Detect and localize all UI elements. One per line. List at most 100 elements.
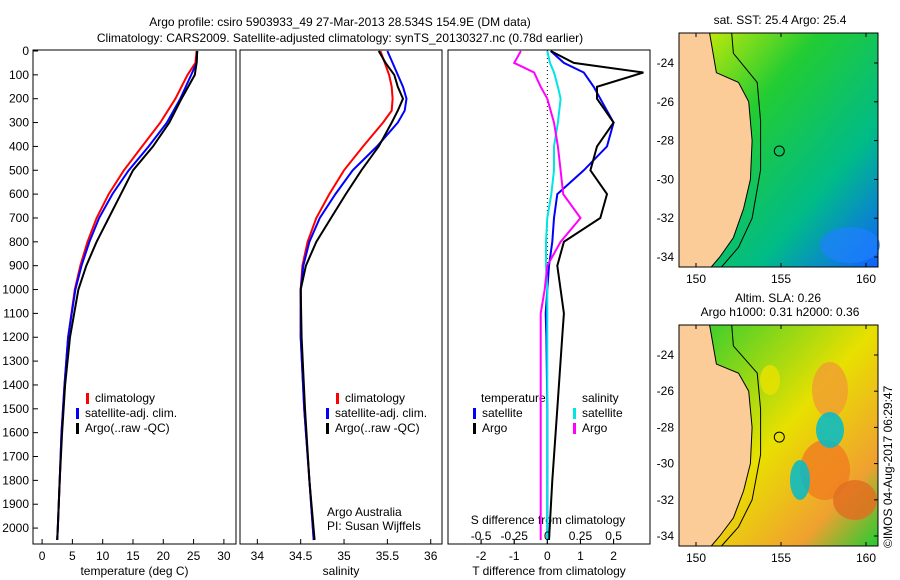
lat-tick-label: -30 xyxy=(657,457,675,471)
x-tick-label: 35.5 xyxy=(376,549,400,563)
argo-float-marker xyxy=(773,145,785,157)
x-tick-label: 1 xyxy=(577,549,584,563)
x-tick-label: 0 xyxy=(39,549,46,563)
plot-frame xyxy=(239,49,443,545)
x-tick-label: 10 xyxy=(96,549,110,563)
annotation-pi: PI: Susan Wijffels xyxy=(327,519,421,533)
temp-legend: climatology satellite-adj. clim. Argo(..… xyxy=(76,391,177,435)
y-tick-label: 200 xyxy=(9,92,29,106)
legend-swatch-t-argo xyxy=(473,423,476,434)
x-tick-label: 0 xyxy=(544,549,551,563)
legend-swatch-argo xyxy=(76,423,79,434)
x-tick-label: 20 xyxy=(157,549,171,563)
sla-anomaly-blob xyxy=(812,362,848,418)
x-tick-label: 2 xyxy=(610,549,617,563)
lat-tick-label: -26 xyxy=(657,384,675,398)
y-tick-label: 1500 xyxy=(2,402,29,416)
legend-clim: climatology xyxy=(345,391,405,405)
isobath-line xyxy=(721,324,762,547)
legend-t-sat: satellite xyxy=(482,406,523,420)
legend-clim: climatology xyxy=(95,391,155,405)
title-line2: Climatology: CARS2009. Satellite-adjuste… xyxy=(97,31,583,45)
y-tick-label: 100 xyxy=(9,68,29,82)
legend-s-argo: Argo xyxy=(582,421,608,435)
s-tick-label: -0.5 xyxy=(471,529,492,543)
x-tick-label: -2 xyxy=(476,549,487,563)
lon-tick-label: 155 xyxy=(771,272,791,286)
x-tick-label: 15 xyxy=(126,549,140,563)
y-tick-label: 900 xyxy=(9,259,29,273)
series-line-argo-raw-qc- xyxy=(299,50,405,541)
lon-tick-label: 160 xyxy=(856,551,876,565)
argo-float-marker xyxy=(773,431,785,443)
x-tick-label: -1 xyxy=(509,549,520,563)
y-tick-label: 1200 xyxy=(2,330,29,344)
lat-tick-label: -30 xyxy=(657,172,675,186)
x-tick-label: 34.5 xyxy=(289,549,313,563)
series-line-salinity-satellite xyxy=(545,50,562,540)
x-tick-label: 30 xyxy=(217,549,231,563)
lat-tick-label: -28 xyxy=(657,134,675,148)
y-tick-label: 800 xyxy=(9,235,29,249)
y-tick-label: 2000 xyxy=(2,521,29,535)
y-tick-label: 1900 xyxy=(2,497,29,511)
y-tick-label: 1400 xyxy=(2,378,29,392)
x-tick-label: 5 xyxy=(69,549,76,563)
lon-tick-label: 155 xyxy=(771,551,791,565)
lat-tick-label: -34 xyxy=(657,529,675,543)
y-tick-label: 500 xyxy=(9,163,29,177)
sla-anomaly-blob xyxy=(833,480,877,520)
legend-argo: Argo(..raw -QC) xyxy=(85,421,170,435)
x-axis-label: temperature (deg C) xyxy=(80,564,188,578)
diff-legend: temperature satellite Argo salinity sate… xyxy=(471,391,626,527)
legend-swatch-clim xyxy=(86,393,89,404)
sst-map: 150 155 160 -24 -26 -28 -30 -32 -34 xyxy=(657,32,880,286)
sst-map-title: sat. SST: 25.4 Argo: 25.4 xyxy=(714,13,847,27)
y-tick-label: 1300 xyxy=(2,354,29,368)
panel-salinity: 34 34.5 35 35.5 36 salinity xyxy=(239,49,443,578)
isobath-line xyxy=(721,32,762,268)
lat-tick-label: -34 xyxy=(657,250,675,264)
series-line-salinity-argo xyxy=(512,50,582,540)
legend-s-sat: satellite xyxy=(582,406,623,420)
sla-map-title1: Altim. SLA: 0.26 xyxy=(735,291,821,305)
series-line-temperature-satellite xyxy=(544,50,615,540)
legend-swatch-s-sat xyxy=(573,408,576,419)
y-tick-label: 600 xyxy=(9,187,29,201)
s-tick-label: 0.5 xyxy=(605,529,622,543)
legend-t-argo: Argo xyxy=(482,421,508,435)
lat-tick-label: -28 xyxy=(657,420,675,434)
sal-legend: climatology satellite-adj. clim. Argo(..… xyxy=(326,391,427,533)
s-tick-label: 0.25 xyxy=(569,529,593,543)
lon-tick-label: 160 xyxy=(856,272,876,286)
map-frame xyxy=(678,32,879,268)
x-tick-label: 35 xyxy=(337,549,351,563)
series-line-climatology xyxy=(299,50,394,541)
legend-s-title: salinity xyxy=(582,391,619,405)
y-tick-label: 1100 xyxy=(3,306,29,320)
lon-tick-label: 150 xyxy=(686,272,706,286)
annotation-argo-australia: Argo Australia xyxy=(327,505,402,519)
legend-swatch-sat xyxy=(76,408,79,419)
series-line-argo-raw-qc- xyxy=(56,50,199,541)
legend-swatch-clim xyxy=(336,393,339,404)
y-tick-label: 0 xyxy=(22,44,29,58)
legend-swatch-argo xyxy=(326,423,329,434)
x-tick-label: 25 xyxy=(187,549,201,563)
y-tick-label: 300 xyxy=(9,116,29,130)
plot-frame xyxy=(447,49,651,545)
legend-sat: satellite-adj. clim. xyxy=(335,406,427,420)
sla-anomaly-blob xyxy=(800,440,850,500)
y-tick-label: 1800 xyxy=(2,473,29,487)
lat-tick-label: -24 xyxy=(657,56,675,70)
lat-tick-label: -26 xyxy=(657,95,675,109)
y-tick-label: 1600 xyxy=(2,426,29,440)
title-line1: Argo profile: csiro 5903933_49 27-Mar-20… xyxy=(149,15,531,29)
cold-water-patch xyxy=(820,227,880,263)
lat-tick-label: -24 xyxy=(657,348,675,362)
sla-map: 150 155 160 -24 -26 -28 -30 -32 -34 xyxy=(657,324,879,565)
sla-anomaly-blob xyxy=(760,365,780,395)
plot-frame xyxy=(32,49,237,545)
legend-swatch-s-argo xyxy=(573,423,576,434)
